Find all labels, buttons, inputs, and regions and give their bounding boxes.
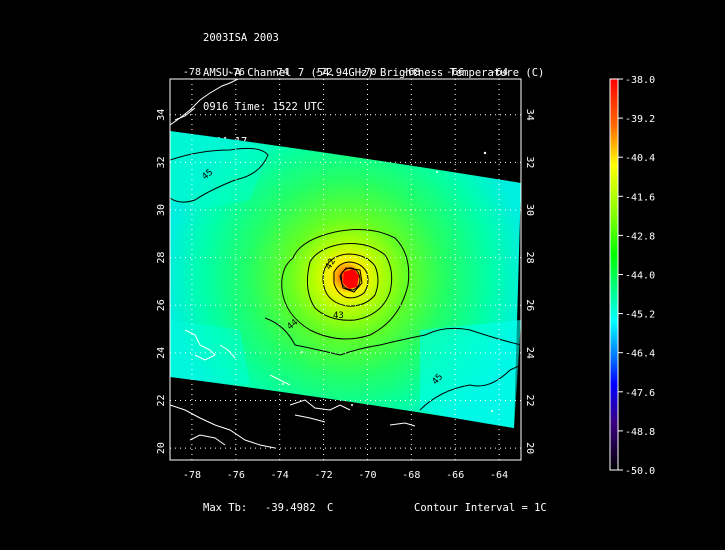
contour-43	[306, 243, 393, 321]
longitude-tick-label: -74	[271, 470, 289, 481]
colorbar-tick-label: -39.2	[625, 114, 655, 125]
storm-title: 2003ISA 2003	[203, 32, 279, 44]
latitude-tick-label: 22	[524, 394, 535, 406]
latitude-tick-label: 28	[524, 252, 535, 264]
observation-time: 0916 Time: 1522 UTC	[203, 101, 324, 113]
colorbar-tick-label: -50.0	[625, 466, 655, 477]
longitude-tick-label: -68	[402, 470, 420, 481]
latitude-labels-right: 34 32 30 28 26 24 22 20	[524, 109, 535, 454]
contour-45-north	[170, 147, 269, 203]
colorbar-tick-label: -44.0	[625, 271, 655, 282]
colorbar-labels: -38.0 -39.2 -40.4 -41.6 -42.8 -44.0 -45.2 -46.4…	[618, 75, 655, 477]
swath-edge-north	[170, 131, 270, 210]
latitude-tick-label: 30	[524, 204, 535, 216]
channel-description: AMSU-A Channel 7 (54.94GHz) Brightness T…	[203, 66, 545, 79]
longitude-tick-label: -78	[183, 470, 201, 481]
longitude-tick-label: -66	[446, 470, 464, 481]
latitude-tick-label: 22	[156, 394, 167, 406]
longitude-tick-label: -70	[358, 470, 376, 481]
cuba-coast	[170, 404, 276, 449]
storm-core	[343, 269, 359, 289]
latitude-labels-left: 34 32 30 28 26 24 22 20	[156, 109, 167, 454]
contour-interval: Contour Interval = 1C	[414, 502, 547, 514]
contour-44	[281, 229, 410, 340]
swath-edge-southeast	[420, 320, 521, 428]
contour-42	[322, 253, 379, 307]
latitude-tick-label: 34	[524, 109, 535, 121]
colorbar-tick-label: -38.0	[625, 75, 655, 86]
longitude-tick-label: -68	[402, 67, 420, 78]
cuba-south	[189, 434, 226, 446]
islands	[282, 151, 493, 412]
longitude-labels-top: -78 -76 -74 -72 -70 -68 -66 -64	[183, 67, 508, 78]
latitude-tick-label: 28	[156, 252, 167, 264]
latitude-tick-label: 32	[524, 156, 535, 168]
contour-label: 42	[324, 257, 338, 271]
us-coast-detail	[174, 107, 196, 121]
contour-39	[339, 267, 363, 293]
longitude-tick-label: -72	[315, 470, 333, 481]
colorbar-tick-label: -42.8	[625, 231, 655, 242]
temperature-contours	[170, 147, 521, 411]
latitude-tick-label: 24	[156, 347, 167, 359]
longitude-tick-label: -70	[358, 67, 376, 78]
contour-label: 43	[333, 311, 344, 321]
contour-45-south	[264, 317, 521, 356]
longitude-tick-label: -76	[227, 67, 245, 78]
hispaniola-coast	[289, 399, 351, 411]
bahamas-north	[219, 344, 236, 359]
longitude-tick-label: -76	[227, 470, 245, 481]
latitude-tick-label: 26	[156, 299, 167, 311]
colorbar-tick-label: -46.4	[625, 349, 655, 360]
max-tb-label: Max Tb:	[203, 502, 248, 514]
satellite-swath	[170, 79, 521, 460]
lat-lon-grid	[170, 79, 521, 460]
latitude-tick-label: 24	[524, 347, 535, 359]
latitude-tick-label: 34	[156, 109, 167, 121]
colorbar-tick-label: -41.6	[625, 192, 655, 203]
latitude-tick-label: 30	[156, 204, 167, 216]
latitude-tick-label: 26	[524, 299, 535, 311]
longitude-tick-label: -74	[271, 67, 289, 78]
longitude-tick-label: -64	[490, 470, 508, 481]
longitude-labels-bottom: -78 -76 -74 -72 -70 -68 -66 -64	[183, 470, 508, 481]
contour-45-southeast	[419, 364, 521, 411]
latitude-tick-label: 20	[156, 442, 167, 454]
colorbar-tick-label: -48.8	[625, 427, 655, 438]
map-frame	[169, 78, 522, 461]
coastlines	[170, 79, 416, 449]
longitude-tick-label: -66	[446, 67, 464, 78]
max-tb-value: -39.4982	[265, 502, 316, 514]
longitude-tick-label: -72	[315, 67, 333, 78]
colorbar-tick-label: -45.2	[625, 310, 655, 321]
latitude-tick-label: 32	[156, 156, 167, 168]
us-east-coast	[170, 79, 239, 126]
colorbar-tick-label: -40.4	[625, 153, 655, 164]
longitude-tick-label: -78	[183, 67, 201, 78]
colorbar-tick-label: -47.6	[625, 388, 655, 399]
hispaniola-south	[294, 414, 326, 423]
bahamas-west	[184, 329, 216, 361]
colorbar	[609, 78, 619, 471]
longitude-tick-label: -64	[490, 67, 508, 78]
max-tb-unit: C	[327, 502, 334, 514]
latitude-tick-label: 20	[524, 442, 535, 454]
